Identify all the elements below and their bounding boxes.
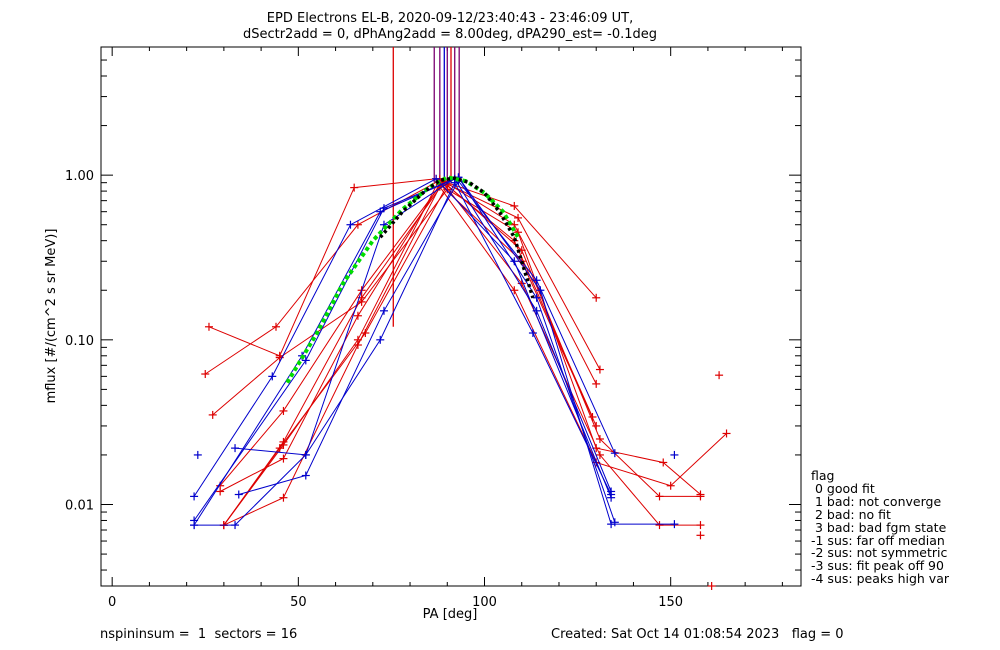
data-point	[279, 406, 288, 415]
series-line	[219, 180, 597, 487]
data-point	[528, 329, 537, 338]
data-point	[193, 450, 202, 459]
data-point	[204, 322, 213, 331]
legend-line: -2 sus: not symmetric	[811, 545, 948, 561]
data-point	[610, 449, 619, 458]
data-point	[595, 434, 604, 443]
data-point	[510, 201, 519, 210]
data-point	[696, 521, 705, 530]
series-line	[223, 181, 593, 526]
data-point	[450, 178, 459, 187]
data-point	[231, 444, 240, 453]
data-point	[607, 490, 616, 499]
data-point	[592, 379, 601, 388]
data-point	[208, 410, 217, 419]
legend-line: -4 sus: peaks high var	[811, 571, 950, 587]
y-axis-label: mflux [#/(cm^2 s sr MeV)]	[44, 229, 59, 404]
x-tick-label: 150	[658, 595, 683, 610]
footer-created: Created: Sat Oct 14 01:08:54 2023 flag =…	[551, 627, 844, 642]
chart-subtitle: dSectr2add = 0, dPhAng2add = 8.00deg, dP…	[243, 27, 657, 42]
fit-curve	[378, 176, 535, 299]
legend-line: 2 bad: no fit	[811, 506, 891, 522]
data-point	[592, 293, 601, 302]
x-tick-label: 50	[290, 595, 307, 610]
data-point	[592, 421, 601, 430]
data-point	[707, 582, 716, 590]
data-point	[279, 440, 288, 449]
data-point	[301, 450, 310, 459]
legend-line: 0 good fit	[811, 480, 875, 496]
legend-line: -1 sus: far off median	[811, 532, 945, 548]
legend-line: -3 sus: fit peak off 90	[811, 558, 944, 574]
chart-title: EPD Electrons EL-B, 2020-09-12/23:40:43 …	[267, 11, 633, 26]
y-tick-label: 0.10	[65, 334, 94, 349]
series-line	[219, 183, 597, 492]
data-point	[353, 335, 362, 344]
data-point	[696, 492, 705, 501]
data-point	[361, 329, 370, 338]
data-point	[595, 365, 604, 374]
data-point	[279, 493, 288, 502]
data-point	[510, 286, 519, 295]
data-point	[532, 293, 541, 302]
data-point	[670, 450, 679, 459]
series-line	[234, 181, 612, 495]
y-tick-label: 0.01	[65, 499, 94, 514]
data-point	[610, 518, 619, 527]
data-point	[268, 372, 277, 381]
legend-line: flag	[811, 468, 835, 483]
data-point	[234, 490, 243, 499]
data-point	[301, 356, 310, 365]
data-point	[514, 213, 523, 222]
x-axis-label: PA [deg]	[423, 607, 478, 622]
series-line	[223, 185, 727, 526]
footer-sector-info: nspininsum = 1 sectors = 16	[100, 627, 298, 642]
data-point	[696, 531, 705, 540]
data-point	[231, 521, 240, 530]
data-point	[190, 521, 199, 530]
series-line	[238, 180, 616, 495]
x-tick-label: 100	[472, 595, 497, 610]
data-point	[272, 322, 280, 331]
data-point	[301, 471, 310, 480]
data-point	[376, 207, 385, 216]
data-point	[201, 370, 210, 379]
data-point	[659, 458, 668, 467]
series-line	[223, 177, 701, 526]
data-point	[357, 297, 366, 306]
data-point	[216, 487, 225, 496]
data-point	[722, 429, 731, 438]
data-point	[595, 450, 604, 459]
data-point	[376, 335, 385, 344]
series-line	[208, 178, 597, 357]
data-point	[350, 183, 359, 192]
legend-line: 1 bad: not converge	[811, 493, 942, 509]
data-point	[532, 276, 541, 285]
x-tick-label: 0	[108, 595, 116, 610]
data-point	[655, 521, 664, 530]
data-point	[379, 204, 388, 213]
series-layer	[190, 47, 731, 590]
data-point	[666, 481, 675, 490]
data-point	[279, 454, 288, 463]
series-line	[193, 176, 675, 526]
data-point	[655, 492, 664, 501]
legend-line: 3 bad: bad fgm state	[811, 519, 947, 535]
data-point	[532, 306, 541, 315]
data-point	[670, 520, 679, 529]
data-point	[353, 220, 362, 229]
data-point	[607, 520, 616, 529]
flag-legend: flag 0 good fit 1 bad: not converge 2 ba…	[811, 468, 950, 587]
data-point	[379, 306, 388, 315]
data-point	[190, 492, 199, 501]
data-point	[353, 311, 362, 320]
y-tick-label: 1.00	[65, 169, 94, 184]
axis-ticks: 0 50 100 150 0.01 0.10 1.00	[65, 46, 801, 610]
data-point	[346, 220, 355, 229]
series-line	[194, 178, 612, 526]
data-point	[715, 371, 724, 380]
